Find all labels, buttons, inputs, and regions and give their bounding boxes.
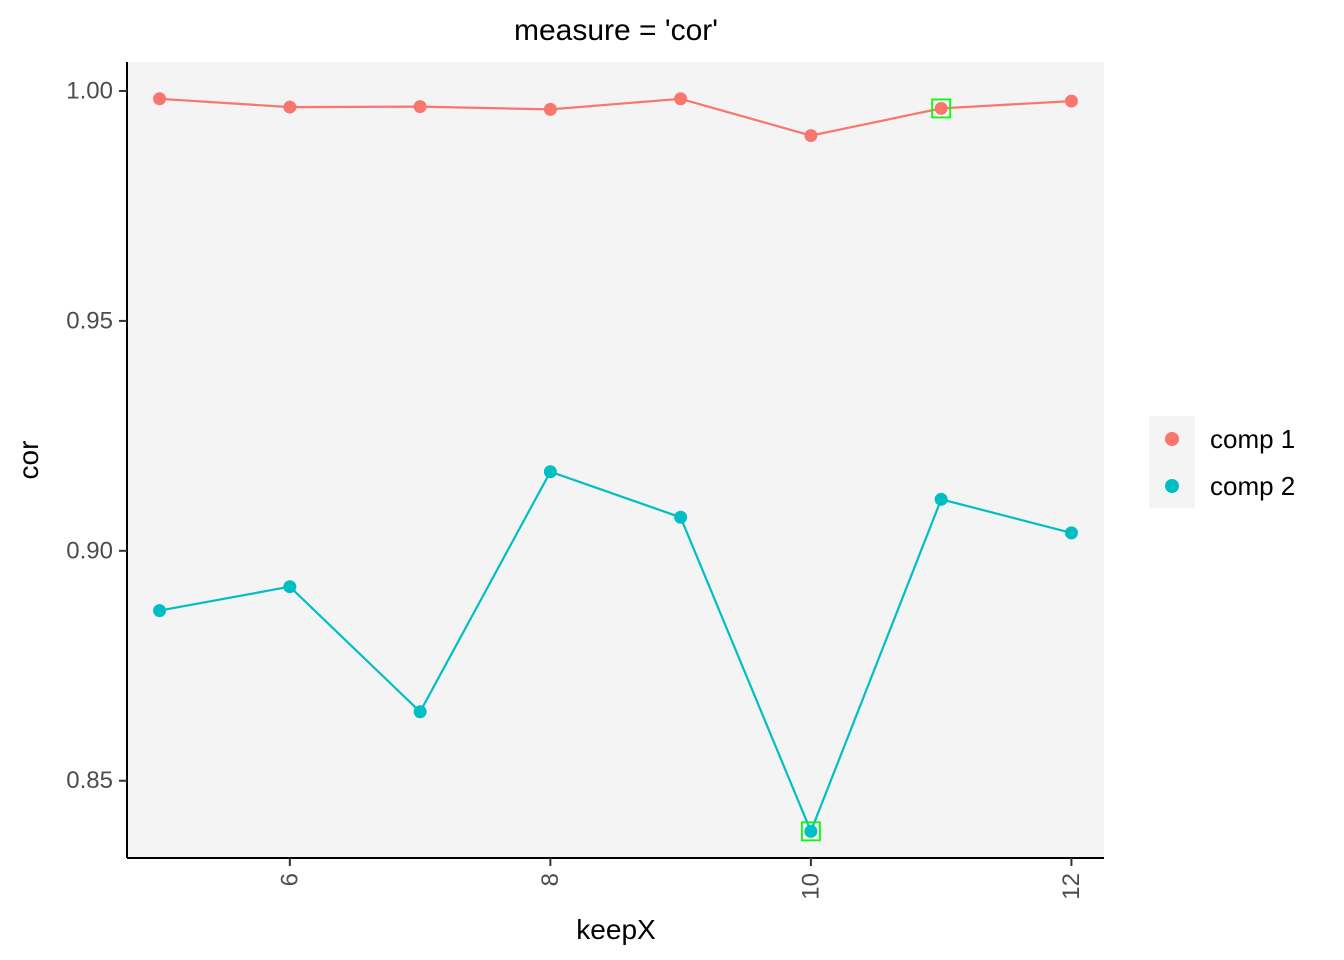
legend-label-1: comp 1 [1210,424,1295,454]
data-point [283,100,297,114]
data-point [674,510,688,524]
y-tick-label: 1.00 [66,77,113,104]
data-point [283,580,297,594]
legend-key-1 [1165,432,1179,446]
data-point [804,824,818,838]
x-axis-title: keepX [576,914,656,945]
series-line-2 [159,470,1072,835]
data-point [934,101,948,115]
y-tick-label: 0.85 [66,767,113,794]
x-tick-label: 12 [1058,873,1085,900]
x-tick-label: 10 [797,873,824,900]
legend-key-background [1149,416,1195,508]
data-point [804,129,818,143]
y-axis-title: cor [13,441,44,480]
x-axis-ticks: 6 8 10 12 [276,858,1085,900]
data-point [1064,94,1078,108]
series-line-1 [159,97,1072,137]
data-point [1064,526,1078,540]
data-point [543,102,557,116]
x-tick-label: 6 [276,873,303,886]
y-axis-ticks: 0.85 0.90 0.95 1.00 [66,77,127,794]
optimum-highlight-box [931,98,952,119]
data-point [674,92,688,106]
chart-title: measure = 'cor' [514,14,718,47]
data-point [934,492,948,506]
x-tick-label: 8 [537,873,564,886]
y-tick-label: 0.90 [66,537,113,564]
data-marks [153,92,1078,842]
legend: comp 1 comp 2 [1149,416,1295,508]
optimum-highlight-box [801,821,821,842]
legend-key-2 [1165,479,1179,493]
plot-panel [127,62,1104,858]
legend-label-2: comp 2 [1210,471,1295,501]
data-point [153,92,167,106]
data-point [543,465,557,479]
data-point [153,604,167,618]
data-point [413,100,427,114]
y-tick-label: 0.95 [66,307,113,334]
data-point [413,705,427,719]
